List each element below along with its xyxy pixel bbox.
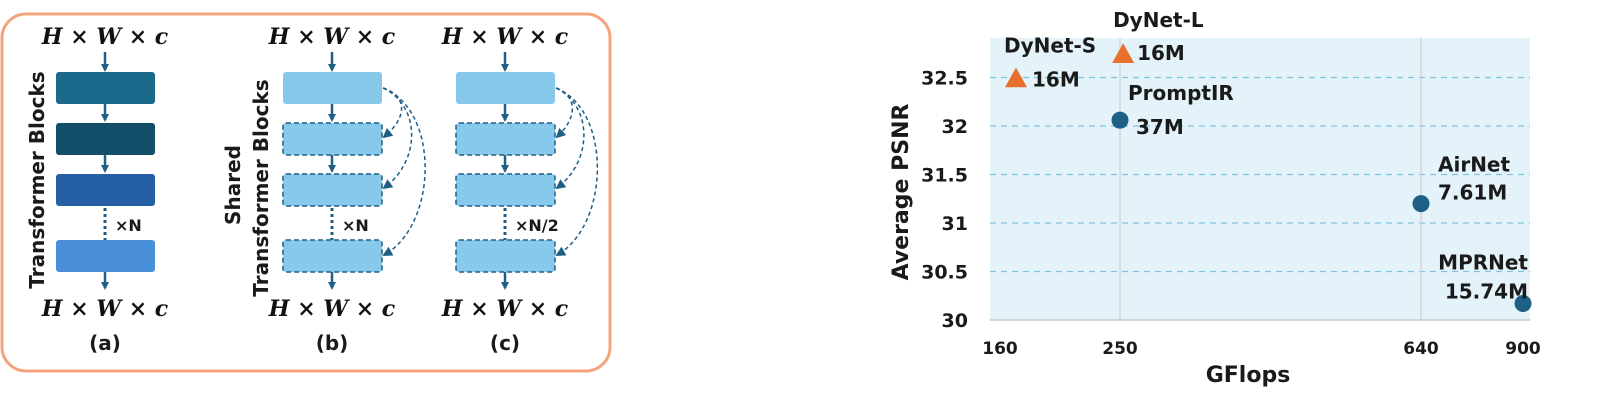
panel-b-input-label: H × W × c [268,24,396,50]
panel-b-repeat-label: ×N [342,216,369,235]
grid-layer [990,38,1530,320]
y-tick-label: 31.5 [921,165,968,187]
point-name-label: PromptIR [1128,81,1234,105]
x-tick-label: 900 [1505,339,1541,359]
tick-layer: 30 30.5 31 31.5 32 32.5 160 250 640 900 [921,68,1541,360]
panel-b-caption: (b) [316,331,349,355]
shared-block-copy-2 [282,173,383,207]
point-params-label: 15.74M [1445,280,1528,304]
point-params-label: 37M [1136,115,1184,139]
share-curve-3 [382,87,426,256]
transformer-block-1 [56,72,155,104]
y-tick-label: 31 [942,213,968,235]
circle-marker [1111,111,1129,129]
panel-b-side-label-2: Transformer Blocks [249,79,273,296]
triangle-marker [1005,67,1027,88]
circle-marker [1412,195,1430,213]
point-params-label: 7.61M [1438,181,1507,205]
share-curve-1 [382,87,403,139]
point-name-label: DyNet-S [1004,33,1096,57]
shared-block-copy-3 [282,239,383,273]
transformer-block-3 [56,174,155,206]
panel-c-caption: (c) [490,331,520,355]
panel-b-output-label: H × W × c [268,296,396,322]
triangle-marker [1112,43,1135,64]
circle-marker [1514,295,1532,313]
y-tick-label: 30 [942,310,968,332]
shared-block-copy-c1 [455,122,556,156]
x-axis-label: GFlops [1206,363,1291,388]
point-name-label: DyNet-L [1113,8,1204,32]
panel-a-output-label: H × W × c [41,296,169,322]
shared-block-copy-1 [282,122,383,156]
panel-c-output-label: H × W × c [441,296,569,322]
plot-area [990,38,1530,320]
panel-a-side-label: Transformer Blocks [25,71,49,288]
y-tick-label: 30.5 [921,262,968,284]
panel-c: H × W × c ×N/2 H × W × c (c) [441,24,599,355]
share-curve-2 [382,87,413,190]
shared-block-main-c [456,72,555,104]
panel-c-input-label: H × W × c [441,24,569,50]
diagram-panel-border [0,12,612,373]
panel-a-input-label: H × W × c [41,24,169,50]
scatter-chart: 30 30.5 31 31.5 32 32.5 160 250 640 900 DyNet-S 16… [889,8,1541,388]
shared-block-main [283,72,382,104]
transformer-block-4 [56,240,155,272]
point-name-label: MPRNet [1438,251,1528,275]
point-params-label: 16M [1137,41,1185,65]
point-params-label: 16M [1032,67,1080,91]
y-tick-label: 32 [942,116,968,138]
panel-b-side-label-1: Shared [221,145,245,225]
panel-a: H × W × c ×N H × W × c (a) Transformer B… [25,24,169,355]
shared-block-copy-c2 [455,173,556,207]
panel-a-caption: (a) [89,331,121,355]
panel-c-repeat-label: ×N/2 [515,216,559,235]
point-name-label: AirNet [1438,153,1511,177]
y-tick-label: 32.5 [921,68,968,90]
x-tick-label: 640 [1403,339,1439,359]
shared-block-copy-c3 [455,239,556,273]
panel-b: H × W × c ×N H × W × c (b) Shared Transf… [221,24,426,355]
point-layer: DyNet-S 16M DyNet-L 16M PromptIR 37M AirNet 7.6… [1004,8,1532,313]
x-tick-label: 160 [982,339,1018,359]
y-axis-label: Average PSNR [889,104,914,281]
panel-a-repeat-label: ×N [115,216,142,235]
x-tick-label: 250 [1102,339,1138,359]
transformer-block-2 [56,123,155,155]
share-curve-c3 [555,87,599,256]
share-curve-c2 [555,87,585,190]
